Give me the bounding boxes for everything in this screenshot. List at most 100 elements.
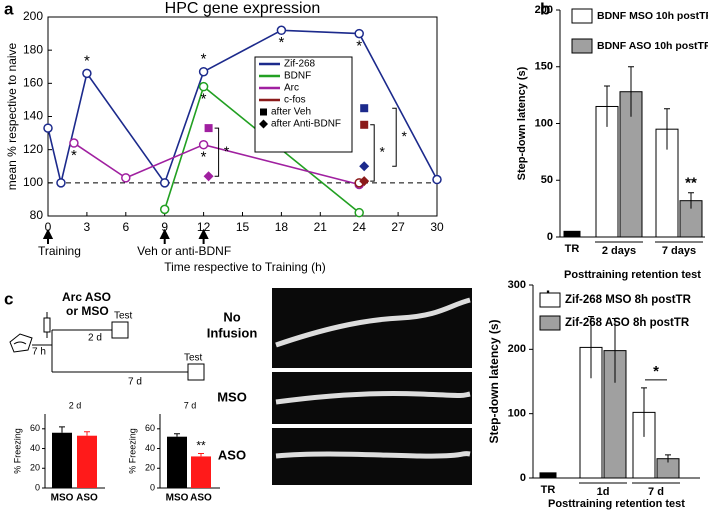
x-tick-label: 9 [161,220,168,234]
schematic-label: 2 d [88,333,102,344]
significance-label: ** [196,439,206,453]
bar [191,456,211,488]
x-tick-label: 0 [45,220,52,234]
x-tick-label: 15 [236,220,250,234]
x-tick-label: 24 [353,220,367,234]
x-tick-label: MSO [51,493,74,504]
schematic [9,312,205,381]
bracket-label: * [224,143,230,159]
significance-label: * [84,52,90,69]
data-point [432,174,442,185]
x-tick-label: 18 [275,220,289,234]
y-axis-label: Step-down latency (s) [487,319,501,443]
bar [539,472,557,479]
legend-label: BDNF [284,71,311,82]
y-tick-label: 0 [35,482,40,492]
y-tick-label: 60 [30,423,40,433]
y-axis-label: Step-down latency (s) [516,66,528,180]
legend-label: Zif-268 MSO 8h postTR [565,294,692,306]
y-tick-label: 160 [23,76,43,90]
y-tick-label: 40 [145,443,155,453]
bar [77,435,97,488]
y-tick-label: 150 [535,61,553,73]
y-tick-label: 200 [508,343,526,355]
x-axis-label: Posttraining retention test [548,498,685,510]
panel-letter: c [4,289,13,308]
y-axis-label: % Freezing [12,428,22,474]
data-point [276,25,287,36]
data-point [354,28,364,39]
y-tick-label: 100 [23,175,43,189]
data-point [198,139,209,150]
significance-label: * [653,363,659,380]
chart-title: 2 d [69,400,82,410]
error-bar [641,387,647,437]
arrow-label: Training [38,244,81,258]
anti-marker [359,176,370,187]
bracket-label: * [379,144,385,160]
data-point [82,68,92,79]
chart-title: 7 d [184,400,197,410]
y-axis-label: % Freezing [127,428,137,474]
x-tick-label: 2 days [602,245,636,257]
x-tick-label: 1d [597,486,610,498]
image-label: MSO [217,389,247,404]
schematic-label: Test [114,311,133,322]
x-tick-label: 3 [84,220,91,234]
legend-label: BDNF ASO 10h postTR [597,40,708,52]
error-bar [588,316,594,379]
y-tick-label: 0 [150,482,155,492]
bar [52,432,72,488]
legend-label: after Veh [271,107,311,118]
image-label: Infusion [207,325,258,340]
panel-letter: b [540,0,550,18]
x-tick-label: 12 [197,220,211,234]
y-tick-label: 100 [535,117,553,129]
significance-label: * [201,91,207,108]
significance-label: * [356,38,362,55]
data-point [159,204,170,215]
panel-letter: a [4,0,14,18]
chart-title: HPC gene expression [165,0,321,17]
schematic-label: 7 d [128,377,142,388]
data-point [121,173,131,183]
legend-label: c-fos [284,95,306,106]
veh-marker [360,104,369,113]
data-point [159,178,170,188]
significance-label: ** [685,175,697,192]
y-tick-label: 20 [145,463,155,473]
bracket [370,124,375,182]
bar [167,436,187,488]
bracket [392,107,397,167]
schematic-label: Test [184,353,203,364]
data-point [69,138,79,148]
veh-marker [204,124,213,133]
y-tick-label: 140 [23,109,43,123]
y-tick-label: 40 [30,443,40,453]
x-tick-label: 7 days [662,245,696,257]
x-tick-label: 27 [391,220,405,234]
legend-swatch [571,8,593,24]
x-tick-label: TR [565,243,580,255]
error-bar [688,192,694,209]
y-tick-label: 300 [508,279,526,291]
legend-label: Zif-268 [284,59,316,70]
arrow [42,228,54,244]
x-axis-label: Time respective to Training (h) [164,260,326,274]
data-point [198,81,209,92]
legend-label: BDNF MSO 10h postTR [597,10,708,22]
x-tick-label: ASO [190,493,212,504]
y-tick-label: 0 [547,231,553,243]
error-bar [628,66,634,117]
data-point [198,66,209,77]
legend-swatch [539,292,561,308]
significance-label: * [201,149,207,166]
error-bar [612,317,618,383]
y-tick-label: 60 [145,423,155,433]
micrographs [272,288,472,485]
error-bar [198,452,204,457]
arrow [198,228,209,244]
arrow [159,228,170,244]
x-tick-label: MSO [166,493,189,504]
x-tick-label: 6 [122,220,129,234]
